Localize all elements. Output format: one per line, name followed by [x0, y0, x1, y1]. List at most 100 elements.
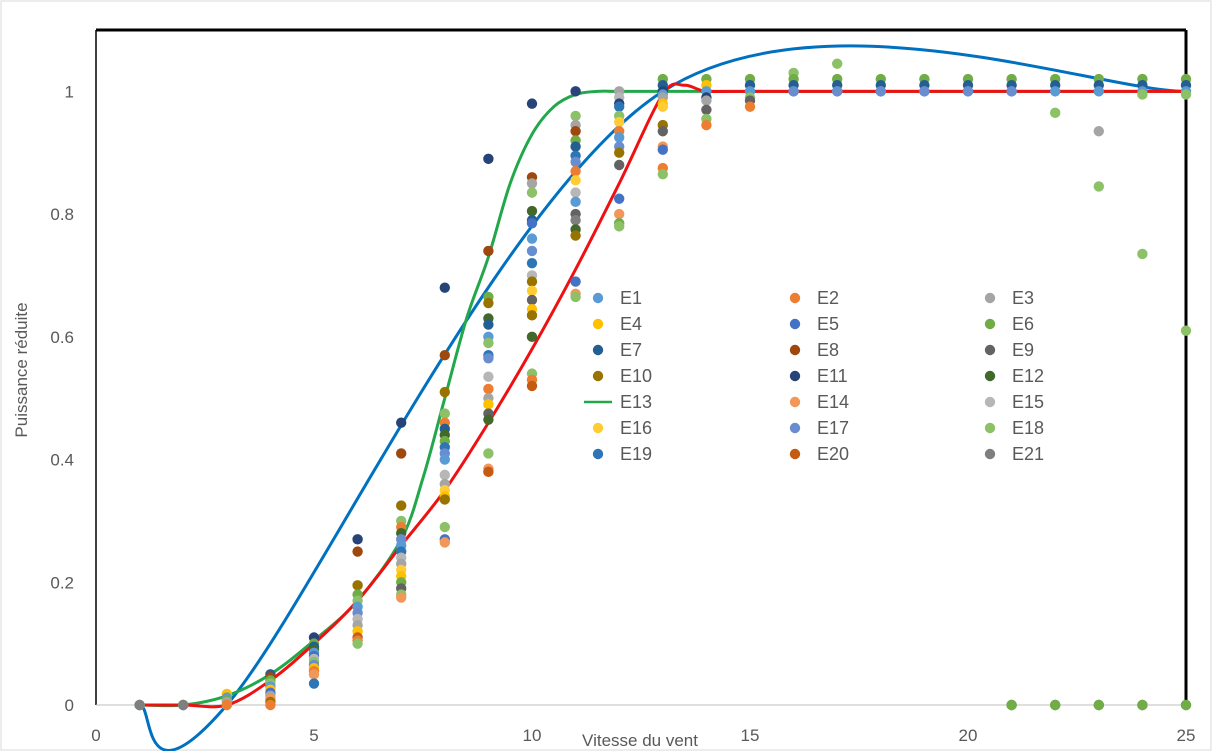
data-point	[614, 132, 625, 143]
legend-marker	[984, 318, 996, 330]
legend-marker	[789, 318, 801, 330]
legend-marker	[984, 344, 996, 356]
legend-label: E11	[817, 366, 848, 386]
data-point	[526, 233, 538, 244]
legend-label: E12	[1012, 366, 1044, 386]
data-point	[483, 319, 494, 330]
legend-marker	[789, 344, 801, 356]
data-point	[614, 147, 625, 158]
data-point	[570, 196, 581, 208]
legend-marker	[592, 422, 604, 434]
data-point	[832, 86, 843, 97]
data-point	[352, 534, 363, 545]
legend-label: E7	[620, 340, 642, 360]
data-point	[134, 699, 145, 711]
y-tick-label: 0.8	[50, 205, 74, 224]
data-point	[352, 638, 363, 649]
legend-marker	[984, 422, 996, 434]
data-point	[526, 187, 538, 198]
axis-ticks: 0 5 10 15 20 25 0 0.2 0.4 0.6 0.8 1	[50, 82, 1195, 745]
data-point	[439, 350, 450, 361]
data-point	[570, 187, 581, 198]
data-point	[1093, 181, 1105, 192]
data-point	[483, 466, 494, 478]
legend-label: E1	[620, 288, 642, 308]
legend-marker	[789, 396, 801, 408]
legend-label: E14	[817, 392, 849, 412]
data-point	[439, 537, 450, 548]
data-point	[1137, 248, 1148, 260]
legend-marker	[592, 370, 604, 382]
data-point	[483, 153, 494, 165]
x-tick-label: 10	[523, 726, 542, 745]
legend-marker	[984, 396, 996, 408]
data-point	[526, 98, 538, 109]
data-point	[570, 291, 581, 303]
data-point	[396, 448, 407, 459]
data-point	[526, 331, 538, 343]
data-point	[875, 86, 886, 97]
data-point	[570, 86, 581, 97]
data-point	[657, 126, 668, 137]
legend-label: E10	[620, 366, 652, 386]
data-point	[439, 282, 450, 293]
data-point	[526, 310, 538, 321]
data-point	[614, 208, 625, 220]
data-point	[614, 116, 625, 128]
legend-label: E18	[1012, 418, 1044, 438]
data-point	[657, 169, 668, 180]
data-point	[526, 380, 538, 392]
data-point	[1137, 699, 1148, 711]
legend-label: E16	[620, 418, 652, 438]
data-point	[439, 521, 450, 533]
data-point	[701, 95, 712, 106]
y-tick-label: 0.6	[50, 328, 74, 347]
data-point	[483, 245, 494, 257]
legend-label: E5	[817, 314, 839, 334]
data-point	[396, 592, 407, 603]
data-point	[352, 580, 363, 591]
data-point	[701, 104, 712, 115]
data-point	[483, 371, 494, 382]
data-point	[483, 297, 494, 309]
data-point	[1093, 86, 1105, 97]
data-point	[1093, 699, 1105, 711]
legend-label: E17	[817, 418, 849, 438]
legend-marker	[789, 422, 801, 434]
legend-label: E13	[620, 392, 652, 412]
data-point	[614, 221, 625, 232]
data-point	[1006, 86, 1017, 97]
legend-label: E15	[1012, 392, 1044, 412]
data-point	[657, 144, 668, 155]
data-point	[614, 159, 625, 171]
legend-marker	[789, 292, 801, 304]
data-point	[570, 165, 581, 177]
legend-label: E8	[817, 340, 839, 360]
data-point	[483, 448, 494, 459]
data-point	[352, 546, 363, 557]
data-point	[1180, 89, 1192, 100]
y-tick-label: 0	[65, 696, 74, 715]
data-point	[657, 101, 668, 112]
data-point	[526, 178, 538, 189]
data-point	[1006, 699, 1017, 711]
x-axis-title: Vitesse du vent	[582, 731, 698, 750]
data-point	[570, 126, 581, 137]
data-point	[526, 257, 538, 269]
legend-marker	[592, 292, 604, 304]
data-point	[570, 110, 581, 122]
data-point	[308, 669, 320, 680]
legend-marker	[592, 318, 604, 330]
data-point	[178, 699, 189, 711]
data-point	[570, 141, 581, 152]
data-point	[1050, 107, 1061, 119]
legend-label: E9	[1012, 340, 1034, 360]
data-point	[614, 101, 625, 112]
data-point	[526, 245, 538, 257]
data-point	[1050, 86, 1061, 97]
legend: E1 E2 E3 E4 E5 E6 E7 E8 E9 E10 E11 E12 E13 E14 E15 E16 E…	[584, 288, 1044, 464]
legend-label: E3	[1012, 288, 1034, 308]
data-point	[1093, 126, 1105, 137]
